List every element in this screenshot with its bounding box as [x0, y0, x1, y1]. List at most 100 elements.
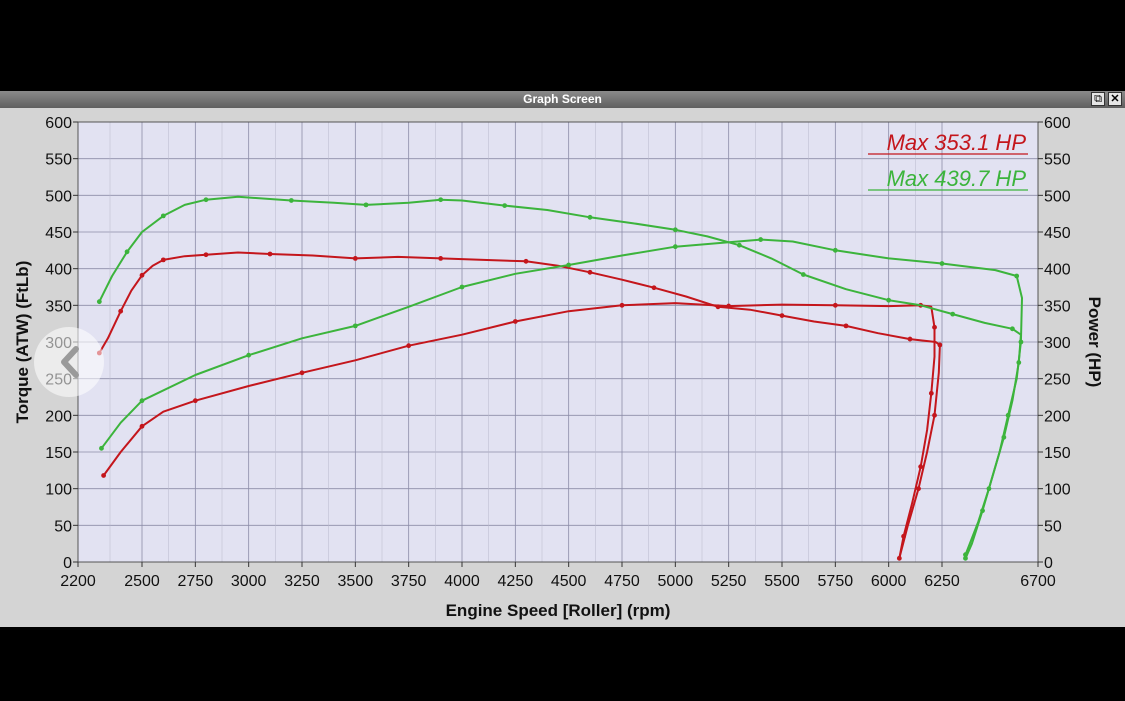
data-point-green-power [1018, 339, 1024, 345]
data-point-red-torque [651, 285, 657, 291]
x-tick-label: 3500 [338, 573, 374, 590]
data-point-green-torque [800, 272, 806, 277]
data-point-green-torque [288, 198, 294, 203]
data-point-green-torque [502, 203, 508, 208]
y-tick-label: 100 [45, 482, 72, 499]
y2-tick-label: 350 [1044, 298, 1071, 315]
data-point-red-power [726, 303, 732, 309]
previous-button[interactable] [34, 327, 104, 397]
x-tick-label: 6250 [924, 573, 960, 590]
data-point-red-power [139, 423, 145, 429]
max-hp-label-green: Max 439.7 HP [887, 166, 1027, 191]
y2-axis-label: Power (HP) [1085, 297, 1104, 388]
y2-tick-label: 50 [1044, 518, 1062, 535]
data-point-red-power [299, 370, 305, 376]
data-point-red-torque [843, 323, 849, 329]
y-tick-label: 600 [45, 115, 72, 132]
x-tick-label: 4250 [498, 573, 534, 590]
data-point-red-torque [779, 313, 785, 318]
data-point-green-torque [124, 249, 130, 255]
data-point-green-power [758, 237, 764, 242]
data-point-green-power [832, 247, 838, 253]
y2-tick-label: 300 [1044, 335, 1071, 352]
data-point-red-torque [160, 257, 166, 263]
data-point-green-power [1005, 412, 1011, 418]
y-tick-label: 500 [45, 188, 72, 205]
y-tick-label: 350 [45, 298, 72, 315]
y-tick-label: 50 [54, 518, 72, 535]
data-point-red-torque [438, 256, 444, 261]
y2-tick-label: 400 [1044, 262, 1071, 279]
y2-tick-label: 250 [1044, 372, 1071, 389]
x-tick-label: 5750 [818, 573, 854, 590]
x-tick-label: 2750 [178, 573, 214, 590]
y2-tick-label: 0 [1044, 555, 1053, 572]
data-point-green-power [246, 352, 252, 358]
close-button[interactable]: ✕ [1108, 92, 1122, 106]
data-point-green-power [963, 552, 968, 558]
data-point-green-torque [886, 297, 892, 303]
data-point-red-torque [937, 342, 943, 348]
data-point-green-torque [1010, 326, 1015, 332]
data-point-green-power [139, 398, 145, 404]
y2-tick-label: 150 [1044, 445, 1071, 462]
y-axis-label: Torque (ATW) (FtLb) [13, 261, 32, 424]
data-point-green-torque [363, 202, 369, 208]
dyno-chart: 2200 2500 2750 3000 3250 3500 3750 4000 4250 4500… [13, 115, 1104, 620]
data-point-red-power [619, 302, 625, 308]
data-point-red-power [932, 324, 937, 330]
data-point-green-power [986, 486, 992, 492]
y-tick-label: 0 [63, 555, 72, 572]
x-tick-label: 4500 [551, 573, 587, 590]
data-point-green-torque [160, 213, 166, 219]
data-point-green-torque [736, 242, 742, 248]
y2-tick-label: 200 [1044, 408, 1071, 425]
x-tick-label: 5250 [711, 573, 747, 590]
x-tick-label: 3250 [284, 573, 320, 590]
data-point-green-power [939, 261, 945, 266]
data-point-red-power [928, 390, 934, 396]
data-point-green-torque [203, 197, 209, 203]
data-point-red-power [901, 533, 906, 539]
data-point-red-power [512, 319, 518, 324]
y2-tick-label: 550 [1044, 152, 1071, 169]
x-tick-label: 6700 [1020, 573, 1056, 590]
data-point-green-power [566, 262, 572, 268]
data-point-green-torque [438, 197, 444, 203]
data-point-green-power [99, 445, 104, 451]
data-point-red-torque [916, 486, 921, 492]
x-tick-label: 4750 [604, 573, 640, 590]
y2-tick-label: 450 [1044, 225, 1071, 242]
data-point-red-torque [203, 252, 209, 258]
x-axis-label: Engine Speed [Roller] (rpm) [446, 601, 671, 620]
data-point-red-torque [139, 272, 145, 278]
data-point-red-torque [932, 412, 937, 418]
data-point-red-torque [352, 256, 358, 261]
window-titlebar: Graph Screen ⧉ ✕ [0, 91, 1125, 108]
data-point-red-torque [118, 308, 124, 314]
x-tick-label: 5000 [658, 573, 694, 590]
chevron-left-icon [61, 346, 79, 378]
data-point-green-torque [963, 555, 968, 561]
data-point-green-power [1014, 273, 1020, 279]
series-line-red-power [102, 302, 936, 559]
x-tick-label: 6000 [871, 573, 907, 590]
data-point-red-torque [587, 269, 593, 275]
data-point-red-torque [267, 251, 273, 257]
data-point-green-torque [96, 299, 102, 305]
data-point-red-power [832, 302, 838, 308]
y-tick-label: 150 [45, 445, 72, 462]
x-tick-label: 3000 [231, 573, 267, 590]
data-point-red-power [101, 473, 106, 478]
data-point-red-power [406, 343, 412, 349]
data-point-red-power [192, 398, 198, 404]
y-tick-label: 550 [45, 152, 72, 169]
y-tick-label: 200 [45, 408, 72, 425]
data-point-green-power [459, 284, 465, 290]
restore-button[interactable]: ⧉ [1091, 92, 1105, 106]
x-tick-label: 2500 [124, 573, 160, 590]
y2-tick-label: 500 [1044, 188, 1071, 205]
x-tick-label: 3750 [391, 573, 427, 590]
max-hp-label-red: Max 353.1 HP [887, 130, 1027, 155]
x-tick-label: 2200 [60, 573, 96, 590]
